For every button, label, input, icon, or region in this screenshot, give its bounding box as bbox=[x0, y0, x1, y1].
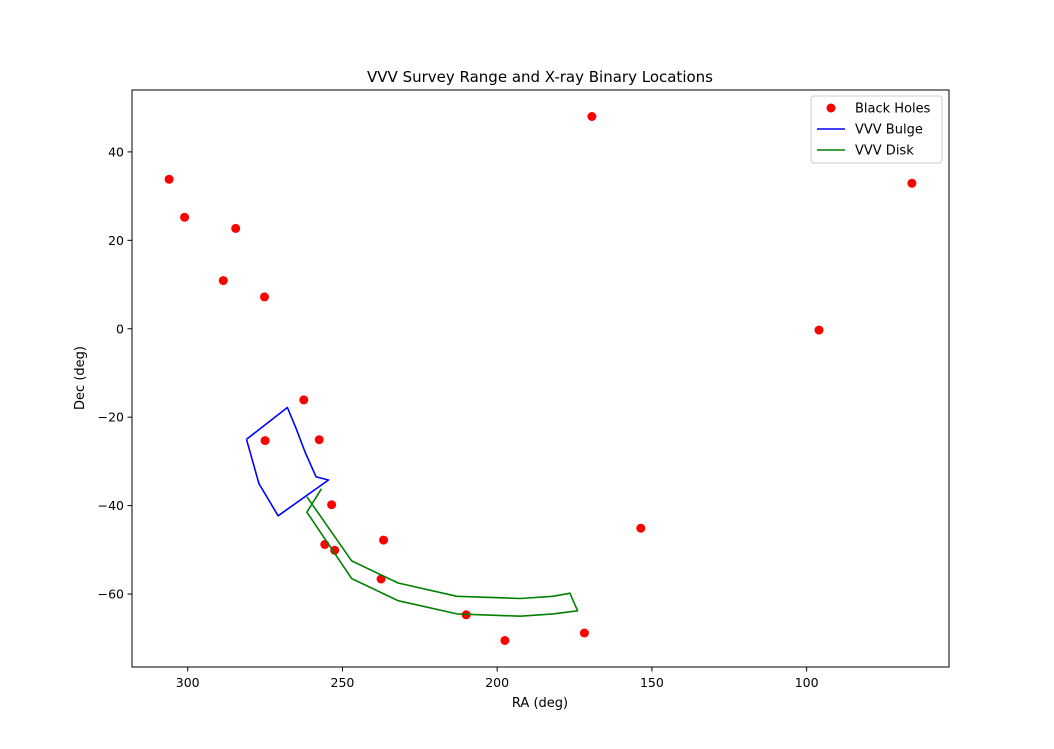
data-point-0-4 bbox=[260, 292, 269, 302]
data-point-0-15 bbox=[579, 628, 589, 638]
y-tick-label-3: −20 bbox=[98, 410, 124, 425]
y-tick-label-0: 40 bbox=[108, 144, 124, 159]
plot-area bbox=[132, 90, 949, 667]
x-tick-label-3: 150 bbox=[640, 675, 664, 690]
x-tick-label-1: 250 bbox=[331, 675, 355, 690]
plot-frame bbox=[131, 89, 950, 668]
legend-label-1: VVV Bulge bbox=[855, 123, 923, 138]
legend-box bbox=[810, 95, 943, 164]
data-point-0-0 bbox=[164, 174, 174, 184]
x-tick-label-0: 300 bbox=[176, 675, 200, 690]
y-axis: 40 20 0 −20 −40 −60 bbox=[98, 144, 132, 602]
data-point-0-5 bbox=[299, 395, 309, 405]
data-point-0-3 bbox=[218, 276, 228, 286]
data-point-0-10 bbox=[330, 545, 340, 555]
series-line-1 bbox=[245, 406, 330, 517]
y-tick-label-5: −60 bbox=[98, 587, 124, 602]
series-line-2 bbox=[306, 488, 579, 618]
data-point-0-8 bbox=[327, 500, 337, 510]
series-layer bbox=[164, 112, 917, 645]
data-point-0-18 bbox=[814, 325, 824, 335]
y-tick-label-1: 20 bbox=[108, 233, 124, 248]
x-axis-label: RA (deg) bbox=[512, 696, 568, 711]
data-point-0-17 bbox=[587, 112, 597, 121]
legend-label-0: Black Holes bbox=[855, 102, 931, 117]
data-point-0-7 bbox=[260, 436, 270, 446]
y-tick-label-2: 0 bbox=[116, 321, 124, 336]
y-axis-label: Dec (deg) bbox=[73, 346, 88, 410]
x-tick-label-2: 200 bbox=[485, 675, 509, 690]
data-point-0-1 bbox=[180, 212, 190, 222]
x-axis: 300 250 200 150 100 bbox=[176, 667, 819, 690]
data-point-0-11 bbox=[379, 535, 389, 545]
legend-swatch-0 bbox=[826, 103, 836, 113]
legend-label-2: VVV Disk bbox=[855, 144, 914, 159]
chart-title: VVV Survey Range and X-ray Binary Locati… bbox=[367, 68, 713, 86]
legend: Black Holes VVV Bulge VVV Disk bbox=[810, 95, 943, 164]
data-point-0-2 bbox=[231, 223, 241, 233]
x-tick-label-4: 100 bbox=[795, 675, 819, 690]
y-tick-label-4: −40 bbox=[98, 498, 124, 513]
data-point-0-19 bbox=[907, 178, 917, 188]
data-point-0-16 bbox=[636, 523, 646, 533]
data-point-0-14 bbox=[500, 636, 510, 645]
data-point-0-6 bbox=[314, 435, 324, 445]
